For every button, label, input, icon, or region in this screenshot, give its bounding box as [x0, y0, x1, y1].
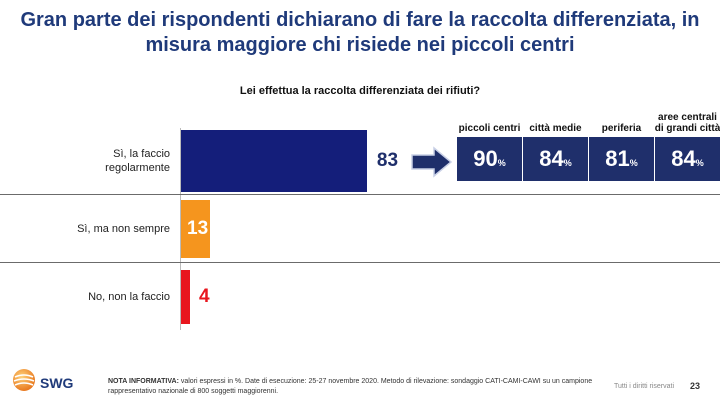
breakdown-header: piccoli centri [453, 123, 526, 134]
category-label: No, non la faccio [0, 290, 170, 304]
breakdown-value: 84 [671, 146, 696, 171]
category-label-line: regolarmente [105, 162, 170, 174]
category-label: Sì, la faccio regolarmente [0, 147, 170, 175]
row-divider [0, 194, 720, 195]
percent-unit: % [497, 158, 506, 168]
row-divider [0, 262, 720, 263]
logo-text: SWG [40, 375, 74, 391]
breakdown-header: aree centrali di grandi città [651, 112, 720, 134]
breakdown-header: città medie [519, 123, 592, 134]
breakdown-value-box: 90% [457, 137, 522, 181]
swg-logo-icon [13, 369, 35, 391]
note-label: NOTA INFORMATIVA: [108, 378, 179, 385]
breakdown-header: periferia [585, 123, 658, 134]
percent-unit: % [695, 158, 704, 168]
data-label: 83 [376, 150, 399, 171]
percent-unit: % [629, 158, 638, 168]
bar [181, 200, 211, 258]
slide-title-line-2: misura maggiore chi risiede nei piccoli … [145, 34, 575, 56]
breakdown-header-line: città medie [529, 123, 582, 134]
data-label: 4 [198, 286, 210, 307]
category-label-line: Sì, la faccio [113, 148, 170, 160]
breakdown-header-line: piccoli centri [458, 123, 521, 134]
breakdown-value-box: 84% [655, 137, 720, 181]
page-number: 23 [690, 381, 701, 391]
bar [181, 270, 190, 324]
breakdown-value: 84 [539, 146, 564, 171]
note-text: valori espressi in %. Date di esecuzione… [108, 378, 593, 395]
category-label-line: Sì, ma non sempre [77, 223, 170, 235]
category-label: Sì, ma non sempre [0, 222, 170, 236]
arrow-right-icon [411, 146, 453, 178]
slide-title: Gran parte dei rispondenti dichiarano di… [0, 8, 720, 58]
informative-note: NOTA INFORMATIVA: valori espressi in %. … [108, 377, 596, 397]
breakdown-value: 90 [473, 146, 498, 171]
breakdown-header-line: aree centrali [658, 112, 717, 123]
breakdown-value: 81 [605, 146, 630, 171]
breakdown-header-line: di grandi città [654, 123, 720, 134]
category-label-line: No, non la faccio [88, 291, 170, 303]
chart-title: Lei effettua la raccolta differenziata d… [239, 85, 481, 97]
breakdown-value-box: 81% [589, 137, 654, 181]
y-axis-line [180, 128, 181, 330]
breakdown-value-box: 84% [523, 137, 588, 181]
bar [181, 130, 367, 192]
breakdown-header-line: periferia [601, 123, 642, 134]
percent-unit: % [563, 158, 572, 168]
rights-reserved: Tutti i diritti riservati [614, 383, 675, 390]
slide-title-line-1: Gran parte dei rispondenti dichiarano di… [20, 9, 700, 31]
data-label: 13 [187, 218, 209, 239]
